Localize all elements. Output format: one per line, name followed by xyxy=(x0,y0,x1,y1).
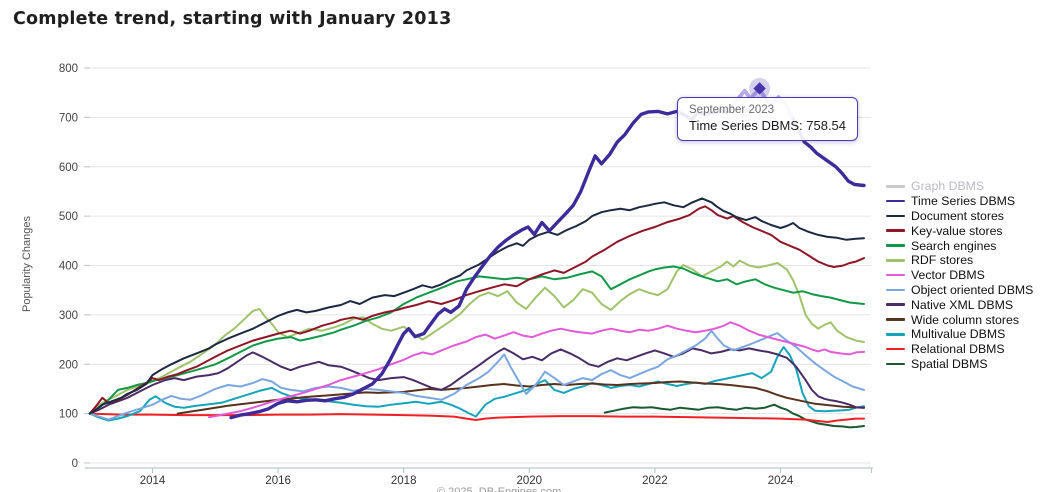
legend-item-label: Graph DBMS xyxy=(911,179,985,194)
chart-legend: Graph DBMS Time Series DBMS Document store… xyxy=(886,179,1033,371)
y-tick-label: 700 xyxy=(59,112,78,124)
legend-color-swatch xyxy=(886,273,905,277)
series-line-document-stores[interactable] xyxy=(88,197,865,415)
legend-color-swatch xyxy=(886,185,905,188)
legend-item-graph-dbms[interactable]: Graph DBMS xyxy=(886,179,1033,194)
legend-item-label: Vector DBMS xyxy=(911,268,985,283)
legend-item-key-value-stores[interactable]: Key-value stores xyxy=(886,223,1033,238)
legend-color-swatch xyxy=(886,288,905,292)
y-tick-label: 400 xyxy=(59,261,78,273)
series-line-vector-dbms[interactable] xyxy=(208,321,865,419)
series-line-object-oriented-dbms[interactable] xyxy=(88,329,865,421)
legend-color-swatch xyxy=(886,347,905,351)
legend-item-label: Native XML DBMS xyxy=(911,297,1014,312)
legend-item-label: Search engines xyxy=(911,238,997,253)
series-line-search-engines[interactable] xyxy=(88,265,865,415)
chart-tooltip: September 2023 Time Series DBMS: 758.54 xyxy=(677,97,859,141)
legend-color-swatch xyxy=(886,333,905,336)
x-tick-label: 2022 xyxy=(642,475,668,487)
legend-color-swatch xyxy=(886,214,905,218)
legend-color-swatch xyxy=(886,303,905,307)
legend-item-label: Spatial DBMS xyxy=(911,356,988,371)
series-line-rdf-stores[interactable] xyxy=(88,259,865,415)
legend-color-swatch xyxy=(886,362,905,366)
legend-item-vector-dbms[interactable]: Vector DBMS xyxy=(886,268,1033,283)
legend-item-label: Time Series DBMS xyxy=(911,194,1016,209)
legend-item-label: Document stores xyxy=(911,208,1004,223)
hover-point-marker-icon[interactable] xyxy=(753,82,766,95)
x-tick-label: 2018 xyxy=(391,475,417,487)
x-tick-label: 2014 xyxy=(140,475,166,487)
y-tick-label: 300 xyxy=(59,310,78,322)
y-tick-label: 0 xyxy=(72,458,78,470)
legend-item-search-engines[interactable]: Search engines xyxy=(886,238,1033,253)
y-tick-label: 500 xyxy=(59,211,78,223)
legend-item-multivalue-dbms[interactable]: Multivalue DBMS xyxy=(886,327,1033,342)
y-tick-label: 200 xyxy=(59,359,78,371)
legend-color-swatch xyxy=(886,318,905,321)
legend-item-label: Relational DBMS xyxy=(911,342,1005,357)
legend-color-swatch xyxy=(886,229,905,233)
series-line-key-value-stores[interactable] xyxy=(88,205,865,415)
legend-item-time-series-dbms[interactable]: Time Series DBMS xyxy=(886,194,1033,209)
series-line-multivalue-dbms[interactable] xyxy=(88,346,865,422)
legend-item-label: Wide column stores xyxy=(911,312,1019,327)
legend-item-object-oriented-dbms[interactable]: Object oriented DBMS xyxy=(886,283,1033,298)
legend-item-label: Key-value stores xyxy=(911,223,1003,238)
legend-item-relational-dbms[interactable]: Relational DBMS xyxy=(886,342,1033,357)
legend-color-swatch xyxy=(886,244,905,247)
x-tick-label: 2024 xyxy=(768,475,794,487)
legend-color-swatch xyxy=(886,199,905,203)
legend-item-label: Object oriented DBMS xyxy=(911,282,1034,297)
y-tick-label: 100 xyxy=(59,409,78,421)
legend-item-native-xml-dbms[interactable]: Native XML DBMS xyxy=(886,297,1033,312)
chart-title: Complete trend, starting with January 20… xyxy=(13,9,452,29)
legend-color-swatch xyxy=(886,259,905,262)
x-tick-label: 2016 xyxy=(265,475,291,487)
legend-item-rdf-stores[interactable]: RDF stores xyxy=(886,253,1033,268)
legend-item-label: RDF stores xyxy=(911,253,974,268)
clipped-footer-caption: © 2025, DB-Engines.com xyxy=(437,487,607,492)
legend-item-label: Multivalue DBMS xyxy=(911,327,1006,342)
legend-item-document-stores[interactable]: Document stores xyxy=(886,209,1033,224)
x-tick-label: 2020 xyxy=(517,475,543,487)
tooltip-date: September 2023 xyxy=(689,104,775,116)
y-tick-label: 600 xyxy=(59,162,78,174)
series-line-native-xml-dbms[interactable] xyxy=(88,347,865,415)
series-line-spatial-dbms[interactable] xyxy=(603,403,865,429)
legend-item-wide-column-stores[interactable]: Wide column stores xyxy=(886,312,1033,327)
y-tick-label: 800 xyxy=(59,63,78,75)
tooltip-value: Time Series DBMS: 758.54 xyxy=(689,118,847,133)
legend-item-spatial-dbms[interactable]: Spatial DBMS xyxy=(886,357,1033,372)
